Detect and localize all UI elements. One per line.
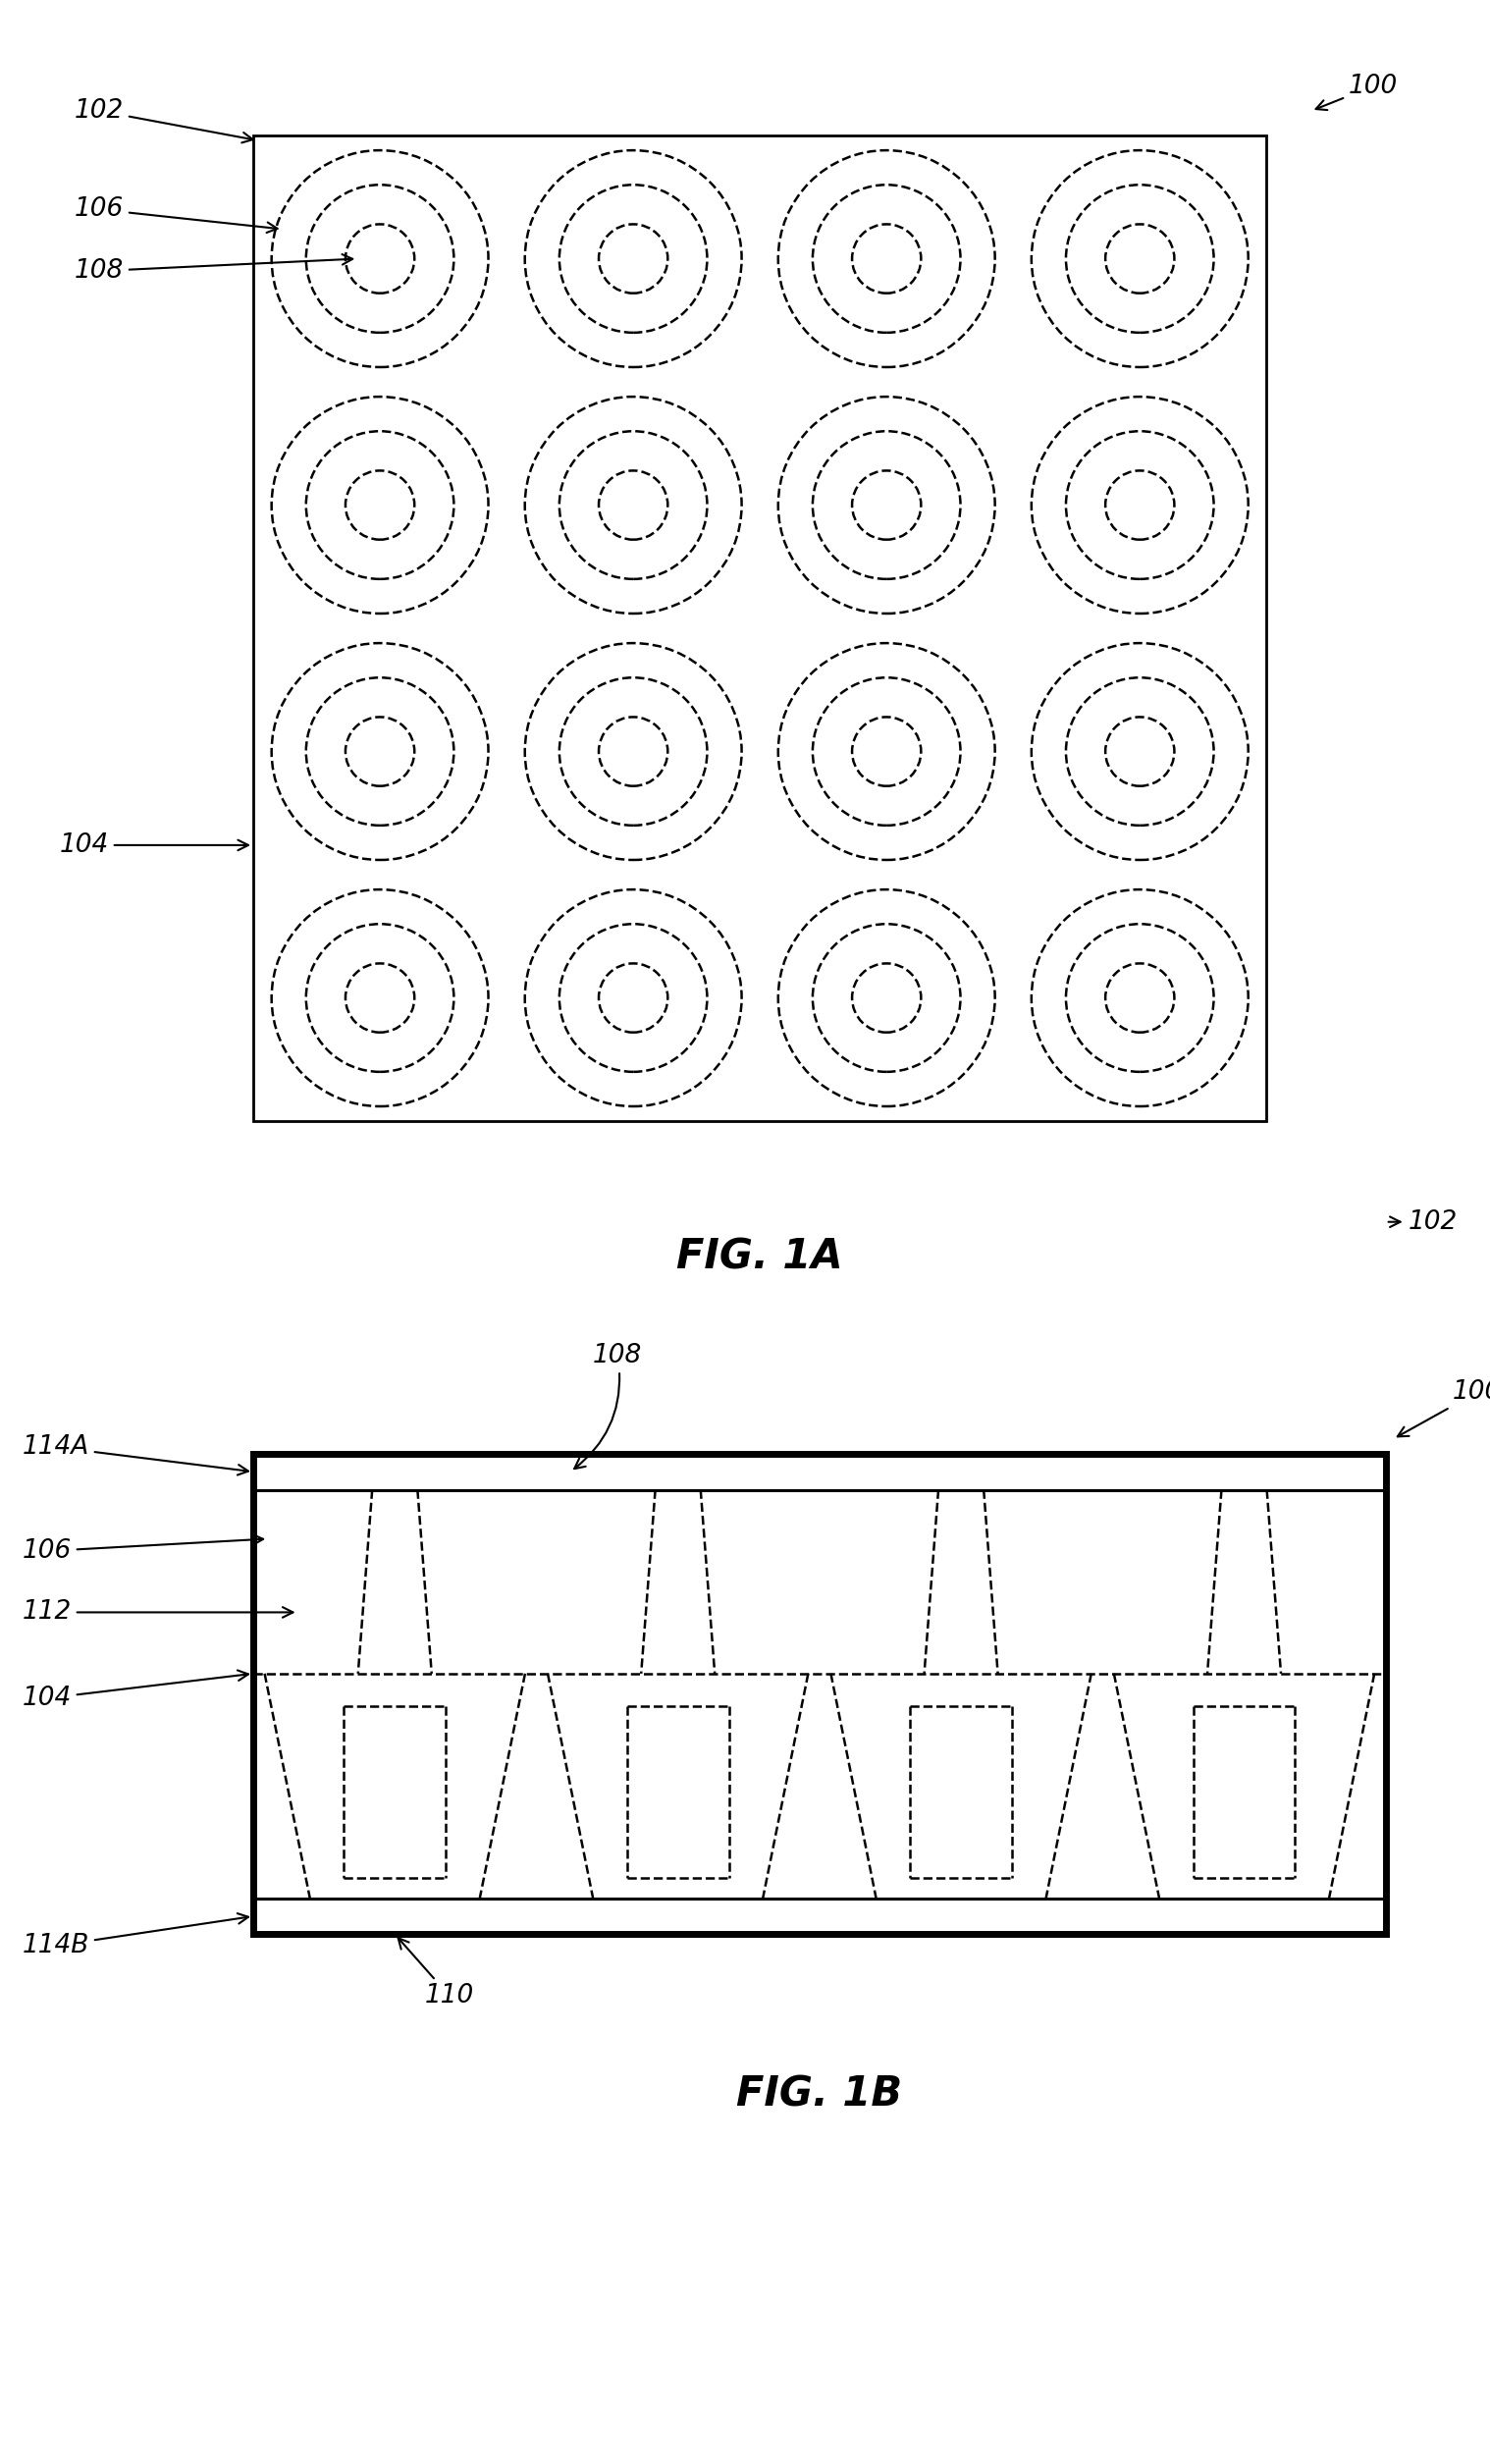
Bar (253, 136, 1266, 1121)
Text: 114B: 114B (22, 1915, 249, 1959)
Text: 114A: 114A (22, 1434, 249, 1476)
Text: 112: 112 (22, 1599, 294, 1626)
Text: 102: 102 (1389, 1210, 1457, 1234)
Text: 106: 106 (74, 197, 277, 232)
Text: 104: 104 (60, 833, 249, 857)
Text: 104: 104 (22, 1671, 249, 1710)
Bar (253, 1454, 1386, 1934)
Text: 108: 108 (574, 1343, 642, 1469)
Text: FIG. 1A: FIG. 1A (676, 1237, 843, 1276)
Text: 108: 108 (74, 254, 353, 283)
Text: 110: 110 (398, 1939, 474, 2008)
Text: 102: 102 (74, 99, 253, 143)
Text: 100: 100 (1316, 74, 1398, 111)
Text: FIG. 1B: FIG. 1B (736, 2075, 903, 2114)
Text: 100: 100 (1398, 1380, 1490, 1437)
Text: 106: 106 (22, 1535, 264, 1565)
